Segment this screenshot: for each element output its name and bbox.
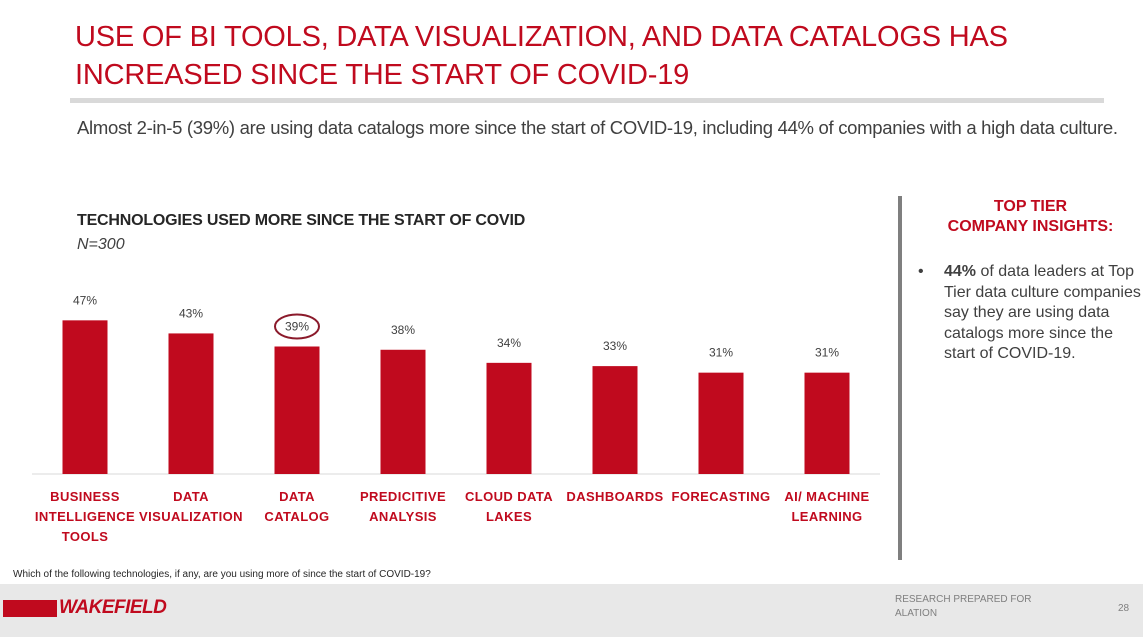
bar (274, 346, 320, 474)
insight-text: 44% of data leaders at Top Tier data cul… (944, 262, 1143, 365)
footer-note-line2: ALATION (895, 608, 938, 619)
category-label-line: DATA (279, 489, 315, 504)
slide-title: USE OF BI TOOLS, DATA VISUALIZATION, AND… (75, 21, 1008, 91)
insight-body: of data leaders at Top Tier data culture… (944, 263, 1141, 362)
logo-text: WAKEFIELD (59, 597, 167, 618)
logo-red-bar (3, 600, 57, 617)
data-label: 34% (497, 336, 521, 350)
bar (804, 372, 850, 474)
category-label: PREDICITIVE ANALYSIS (360, 489, 446, 524)
bar (592, 366, 638, 474)
data-label: 47% (73, 293, 97, 307)
page-number: 28 (1118, 603, 1130, 614)
category-label-line: DASHBOARDS (566, 489, 663, 504)
category-label-line: INTELLIGENCE (35, 509, 135, 524)
title-divider (70, 98, 1104, 103)
bar (380, 349, 426, 474)
category-label-line: AI/ MACHINE (784, 489, 869, 504)
data-label: 31% (815, 346, 839, 360)
insight-bullet-item: • 44% of data leaders at Top Tier data c… (918, 262, 1143, 365)
category-label: DATA CATALOG (264, 489, 329, 524)
bar-chart: 47% BUSINESS INTELLIGENCE TOOLS 43% DATA VISUA… (32, 293, 880, 544)
category-label: DATA VISUALIZATION (139, 489, 243, 524)
insights-heading-line1: TOP TIER (993, 198, 1068, 215)
footer-note: RESEARCH PREPARED FOR ALATION (895, 593, 1065, 621)
category-label-line: LEARNING (791, 509, 862, 524)
category-label-line: DATA (173, 489, 209, 504)
category-label-line: CATALOG (264, 509, 329, 524)
category-label: AI/ MACHINE LEARNING (784, 489, 869, 524)
data-label: 39% (285, 320, 309, 334)
category-label-line: LAKES (486, 509, 532, 524)
insights-heading: TOP TIER COMPANY INSIGHTS: (918, 197, 1143, 237)
chart-sample-size: N=300 (77, 236, 125, 253)
category-label-line: VISUALIZATION (139, 509, 243, 524)
category-label-line: PREDICITIVE (360, 489, 446, 504)
insights-heading-line2: COMPANY INSIGHTS: (947, 218, 1114, 235)
data-label: 38% (391, 323, 415, 337)
slide-subtitle: Almost 2-in-5 (39%) are using data catal… (77, 117, 1118, 138)
category-label-line: TOOLS (62, 529, 109, 544)
footer-bar: WAKEFIELD RESEARCH PREPARED FOR ALATION … (0, 584, 1143, 637)
data-label: 31% (709, 346, 733, 360)
highlight-circle (274, 313, 320, 340)
bar (62, 320, 108, 474)
bullet-marker: • (918, 263, 924, 280)
category-label-line: CLOUD DATA (465, 489, 553, 504)
category-label-line: ANALYSIS (369, 509, 437, 524)
insight-highlight: 44% (944, 263, 977, 280)
bar (698, 372, 744, 474)
data-label: 33% (603, 339, 627, 353)
bar (168, 333, 214, 474)
category-label: BUSINESS INTELLIGENCE TOOLS (35, 489, 135, 544)
data-label: 43% (179, 306, 203, 320)
category-label: CLOUD DATA LAKES (465, 489, 553, 524)
category-label: DASHBOARDS (566, 489, 663, 504)
chart-title: TECHNOLOGIES USED MORE SINCE THE START O… (77, 212, 526, 229)
category-label: FORECASTING (671, 489, 770, 504)
category-label-line: FORECASTING (671, 489, 770, 504)
category-label-line: BUSINESS (50, 489, 120, 504)
bar (486, 362, 532, 474)
footer-note-line1: RESEARCH PREPARED FOR (895, 594, 1032, 605)
sidebar-divider (898, 196, 902, 560)
survey-question: Which of the following technologies, if … (13, 569, 431, 580)
